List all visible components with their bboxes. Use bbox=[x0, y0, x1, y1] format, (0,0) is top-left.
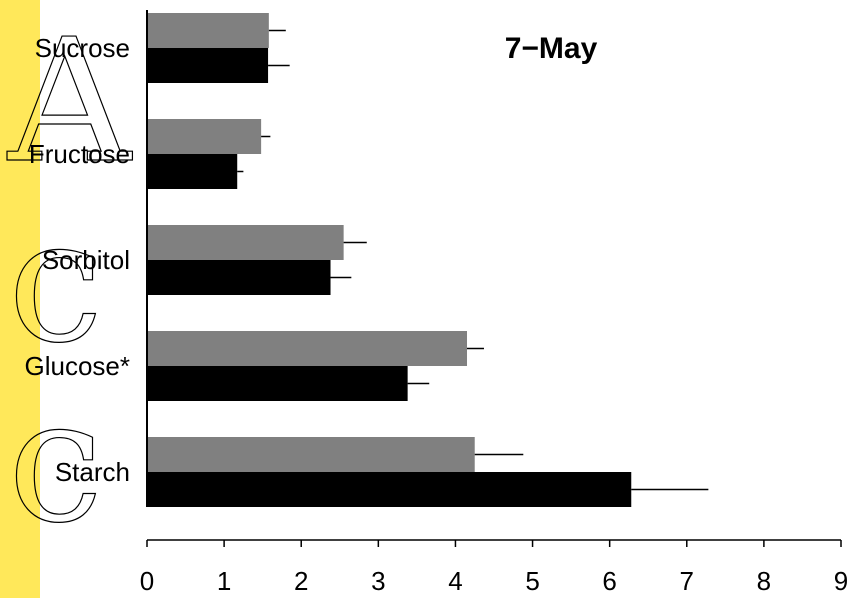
x-tick-label: 9 bbox=[834, 566, 848, 596]
category-label: Sucrose bbox=[35, 33, 130, 63]
bar-sucrose-series-2 bbox=[147, 48, 269, 83]
x-tick-label: 8 bbox=[757, 566, 771, 596]
bar-sucrose-series-1 bbox=[147, 13, 269, 48]
bars-layer bbox=[147, 13, 632, 507]
watermark-band bbox=[0, 0, 40, 598]
x-tick-label: 7 bbox=[680, 566, 694, 596]
category-label: Starch bbox=[55, 457, 130, 487]
x-tick-label: 5 bbox=[525, 566, 539, 596]
error-bars-layer bbox=[237, 29, 709, 491]
watermark: A c c bbox=[0, 0, 134, 598]
x-tick-label: 0 bbox=[140, 566, 154, 596]
x-tick-label: 6 bbox=[602, 566, 616, 596]
bar-fructose-series-1 bbox=[147, 119, 262, 154]
chart-title: 7−May bbox=[505, 32, 598, 65]
bar-sorbitol-series-1 bbox=[147, 225, 344, 260]
watermark-letter: c bbox=[8, 183, 103, 381]
x-tick-label: 4 bbox=[448, 566, 462, 596]
x-tick-label: 3 bbox=[371, 566, 385, 596]
bar-glucose-series-2 bbox=[147, 366, 408, 401]
watermark-letter: A bbox=[7, 3, 133, 201]
category-label: Sorbitol bbox=[42, 245, 130, 275]
bar-glucose-series-1 bbox=[147, 331, 468, 366]
x-tick-label: 1 bbox=[217, 566, 231, 596]
category-label: Glucose* bbox=[25, 351, 131, 381]
category-label: Fructose bbox=[29, 139, 130, 169]
bar-fructose-series-2 bbox=[147, 154, 238, 189]
watermark-letter: c bbox=[8, 363, 103, 561]
bar-starch-series-1 bbox=[147, 437, 475, 472]
bar-sorbitol-series-2 bbox=[147, 260, 331, 295]
axes-layer: 0 1 2 3 4 5 6 7 8 9 bbox=[140, 10, 848, 596]
x-tick-label: 2 bbox=[294, 566, 308, 596]
bar-starch-series-2 bbox=[147, 472, 632, 507]
category-labels-layer: Starch Glucose* Sorbitol Fructose Sucrose bbox=[25, 33, 131, 487]
